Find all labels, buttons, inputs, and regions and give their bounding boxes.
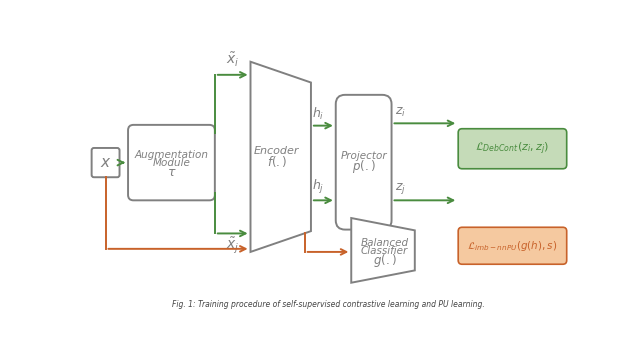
Text: $g(.)$: $g(.)$ — [372, 252, 396, 269]
Text: $\tilde{x}_j$: $\tilde{x}_j$ — [226, 235, 239, 255]
FancyBboxPatch shape — [92, 148, 120, 177]
Text: $h_j$: $h_j$ — [312, 178, 325, 196]
Polygon shape — [351, 218, 415, 283]
Text: Module: Module — [152, 158, 190, 169]
FancyBboxPatch shape — [458, 227, 566, 264]
Text: $f(.)$: $f(.)$ — [267, 154, 287, 169]
Polygon shape — [250, 62, 311, 252]
Text: Balanced: Balanced — [360, 239, 408, 249]
Text: $\mathcal{L}_{imb-nnPU}(g(h),s)$: $\mathcal{L}_{imb-nnPU}(g(h),s)$ — [467, 239, 557, 253]
Text: Classifier: Classifier — [361, 246, 408, 256]
FancyBboxPatch shape — [458, 129, 566, 169]
Text: Projector: Projector — [340, 151, 387, 161]
Text: Augmentation: Augmentation — [134, 150, 209, 160]
Text: $z_i$: $z_i$ — [395, 107, 406, 120]
Text: Encoder: Encoder — [254, 145, 300, 156]
Text: Fig. 1: Training procedure of self-supervised contrastive learning and PU learni: Fig. 1: Training procedure of self-super… — [172, 300, 484, 309]
FancyBboxPatch shape — [128, 125, 215, 200]
Text: $\tau$: $\tau$ — [166, 166, 176, 179]
Text: $h_i$: $h_i$ — [312, 106, 325, 122]
Text: $p(.)$: $p(.)$ — [352, 158, 376, 175]
Text: $\tilde{x}_i$: $\tilde{x}_i$ — [226, 51, 239, 69]
Text: $x$: $x$ — [100, 155, 111, 170]
FancyBboxPatch shape — [336, 95, 392, 230]
Text: $z_j$: $z_j$ — [395, 182, 406, 196]
Text: $\mathcal{L}_{DebCont}(z_i,z_j)$: $\mathcal{L}_{DebCont}(z_i,z_j)$ — [476, 141, 550, 157]
